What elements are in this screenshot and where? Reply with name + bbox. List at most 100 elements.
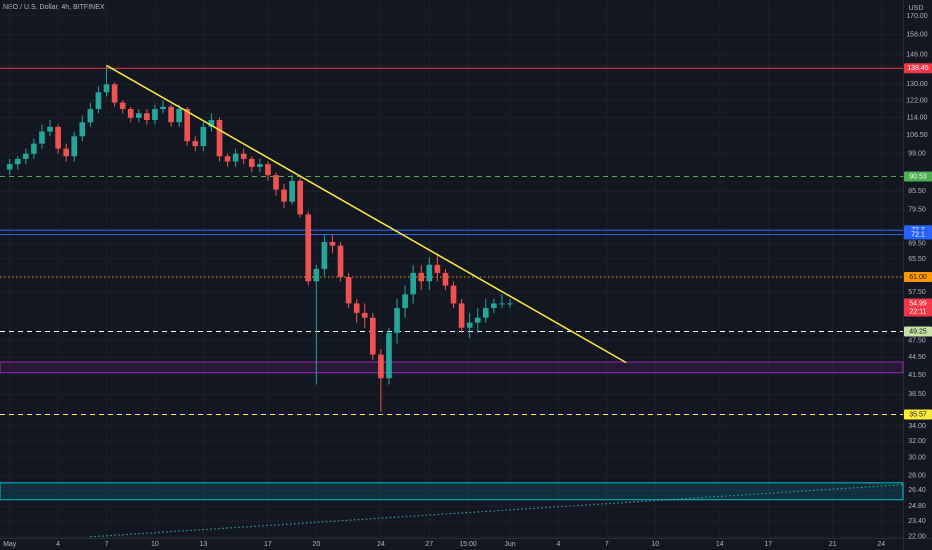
candle-body [426, 264, 433, 282]
candle-body [248, 158, 255, 167]
candle-body [369, 317, 376, 355]
y-tick-label: 23.40 [908, 518, 926, 525]
candle-body [208, 120, 215, 127]
candle-body [466, 322, 473, 328]
candle-body [200, 126, 207, 147]
candle-body [63, 148, 69, 157]
candle-body [402, 294, 408, 309]
x-tick-label: 10 [651, 541, 659, 548]
candle-body [297, 180, 304, 215]
x-tick-label: 24 [877, 541, 885, 548]
y-tick-label: 65.50 [908, 256, 926, 263]
y-tick-label: 28.00 [908, 472, 926, 479]
x-tick-label: 15:00 [459, 541, 477, 548]
x-tick-label: 20 [312, 541, 320, 548]
candle-body [434, 264, 441, 273]
candle-body [482, 308, 489, 318]
x-tick-label: Jun [504, 541, 515, 548]
x-tick-label: 24 [377, 541, 385, 548]
candle-body [305, 214, 312, 282]
candle-body [450, 285, 457, 304]
candle-body [442, 272, 449, 286]
candle-body [87, 108, 94, 123]
price-tag-label: 90.53 [909, 173, 927, 180]
countdown-label: 22:11 [910, 308, 927, 315]
candle-body [184, 108, 191, 142]
candle-body [361, 312, 368, 318]
y-tick-label: 57.50 [908, 289, 926, 296]
x-tick-label: 17 [764, 541, 772, 548]
zone [0, 482, 904, 501]
candle-body [152, 108, 158, 121]
candle-body [240, 153, 247, 159]
price-tag-label: 138.45 [907, 65, 929, 72]
x-tick-label: 10 [151, 541, 159, 548]
chart-title: NEO / U.S. Dollar, 4h, BITFINEX [3, 4, 105, 11]
y-tick-label: 122.00 [906, 97, 928, 104]
x-tick-label: 7 [605, 541, 609, 548]
candle-body [55, 126, 61, 149]
candle-body [507, 303, 513, 305]
y-tick-label: 158.00 [906, 31, 928, 38]
price-tag [904, 63, 932, 74]
candle-body [168, 106, 174, 123]
y-tick-label: 41.50 [908, 372, 926, 379]
price-tag-label: 72.1 [911, 231, 925, 238]
candle-body [14, 158, 21, 165]
candle-body [79, 122, 86, 137]
candle-body [281, 189, 287, 202]
candle-body [386, 332, 392, 379]
candle-body [394, 308, 400, 333]
candle-body [160, 106, 166, 109]
price-tag [904, 298, 932, 317]
price-tag [904, 229, 932, 240]
y-tick-label: 26.40 [908, 487, 926, 494]
price-tag [904, 272, 932, 283]
candle-body [491, 303, 497, 309]
candle-body [321, 241, 328, 269]
candle-body [345, 277, 352, 304]
y-tick-label: 114.00 [907, 115, 928, 122]
y-tick-label: 22.00 [908, 534, 926, 541]
price-tag-label: 54.99 [909, 300, 927, 307]
price-tag [904, 171, 932, 182]
y-tick-label: 38.50 [908, 391, 926, 398]
candle-body [313, 268, 320, 282]
price-tag [904, 326, 932, 337]
price-tag-label: 35.57 [909, 411, 927, 418]
candle-body [378, 354, 384, 379]
x-tick-label: 21 [829, 541, 837, 548]
candle-body [127, 108, 134, 118]
y-tick-label: 34.00 [908, 423, 926, 430]
candle-body [410, 272, 416, 295]
y-tick-label: 24.80 [908, 503, 926, 510]
y-tick-label: 79.50 [908, 206, 926, 213]
candle-body [103, 84, 110, 93]
y-tick-label: 47.50 [908, 338, 926, 345]
y-tick-label: 99.00 [908, 151, 926, 158]
price-tag-label: 61.00 [909, 274, 927, 281]
candle-body [176, 108, 182, 123]
x-tick-label: 13 [199, 541, 207, 548]
x-tick-label: 17 [264, 541, 272, 548]
currency-label: USD [909, 5, 924, 12]
zone [0, 361, 904, 374]
candle-body [111, 84, 118, 103]
candle-body [418, 272, 425, 282]
candle-body [257, 164, 263, 167]
candle-body [353, 303, 360, 313]
candle-body [22, 153, 29, 159]
y-tick-label: 130.00 [906, 81, 928, 88]
trend-line [106, 64, 627, 364]
candle-body [71, 136, 78, 157]
candle-body [458, 303, 465, 328]
candle-body [265, 164, 271, 176]
x-tick-label: 14 [716, 541, 724, 548]
x-tick-label: 4 [56, 541, 60, 548]
candle-body [474, 317, 481, 323]
y-tick-label: 44.50 [908, 354, 926, 361]
y-tick-label: 32.00 [908, 438, 926, 445]
candle-body [499, 303, 505, 305]
